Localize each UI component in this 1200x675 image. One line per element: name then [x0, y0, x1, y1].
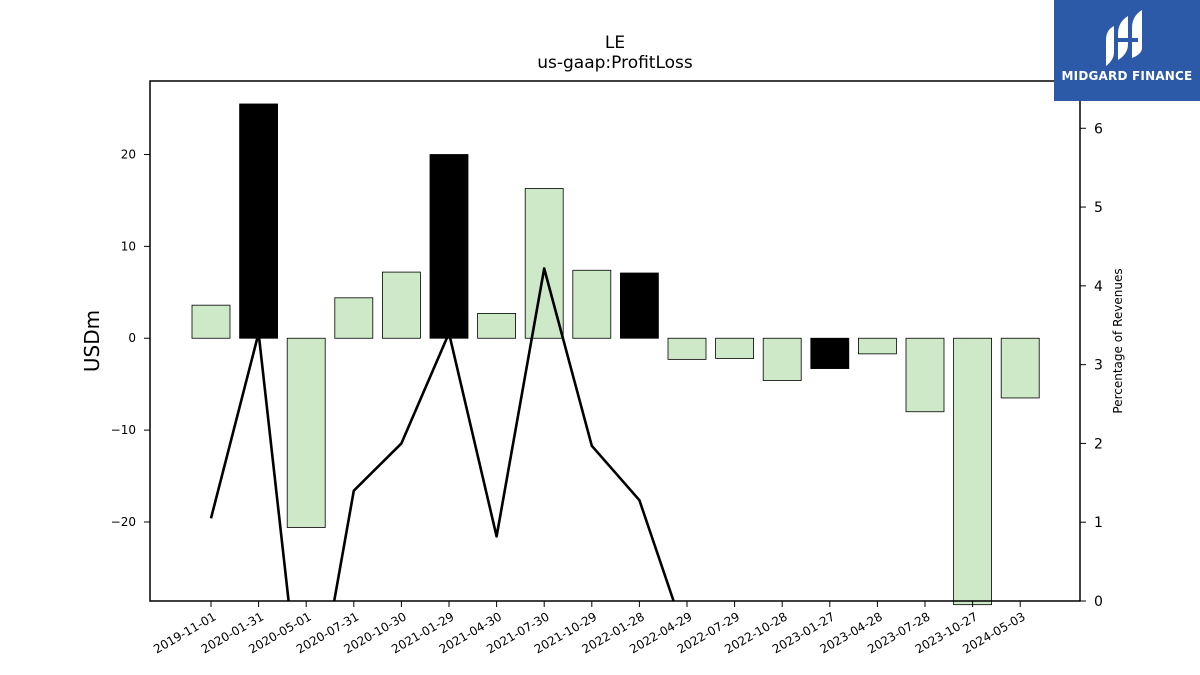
bar-2023-10-27	[953, 337, 992, 606]
bar-2020-10-30	[381, 271, 421, 339]
bar-2023-01-27	[810, 337, 850, 369]
y-tick-label: −10	[111, 423, 136, 437]
bar-2021-01-29	[429, 154, 469, 339]
bar-2022-04-29	[667, 337, 707, 360]
bar-2022-07-29	[715, 337, 754, 359]
bar-2020-01-31	[239, 103, 279, 339]
logo-text: MIDGARD FINANCE	[1061, 69, 1193, 83]
bar-2019-11-01	[191, 304, 231, 339]
bar-2020-07-31	[334, 297, 374, 339]
y2-tick-label: 0	[1094, 594, 1103, 610]
bar-2021-04-30	[477, 313, 517, 339]
plot-frame	[149, 80, 1081, 602]
bar-2022-01-28	[620, 272, 659, 339]
bar-2023-07-28	[905, 337, 945, 413]
y-tick-label: 10	[121, 239, 136, 253]
bar-2022-10-28	[762, 337, 802, 381]
bar-2021-10-29	[572, 269, 612, 339]
bar-2024-05-03	[1000, 337, 1040, 399]
y2-tick-label: 2	[1094, 436, 1103, 452]
y-tick-label: −20	[111, 515, 136, 529]
chart-subtitle: us-gaap:ProfitLoss	[537, 53, 693, 73]
y2-tick-label: 3	[1094, 358, 1103, 374]
y-tick-label: 0	[128, 331, 136, 345]
percentage-line	[209, 267, 675, 602]
line-layer	[209, 267, 675, 602]
bar-2020-05-01	[286, 337, 326, 528]
y-axis-label: USDm	[80, 310, 104, 372]
y-tick-label: 20	[121, 147, 136, 161]
y2-tick-label: 6	[1094, 121, 1103, 137]
chart-title: LE	[605, 33, 625, 53]
bars-layer	[191, 103, 1040, 606]
y2-axis-label: Percentage of Revenues	[1111, 268, 1125, 413]
x-axis-ticks: 2019-11-012020-01-312020-05-012020-07-31…	[151, 601, 1028, 656]
y2-tick-label: 5	[1094, 200, 1103, 216]
bar-2023-04-28	[858, 337, 897, 355]
right-axis-ticks: 0 1 2 3 4 5 6	[1080, 121, 1103, 610]
midgard-finance-logo: MIDGARD FINANCE	[1054, 0, 1200, 101]
y2-tick-label: 4	[1094, 279, 1103, 295]
y2-tick-label: 1	[1094, 515, 1103, 531]
left-axis-ticks: −20 −10 0 10 20	[111, 147, 150, 529]
midgard-logo-mark-icon	[1106, 10, 1142, 66]
